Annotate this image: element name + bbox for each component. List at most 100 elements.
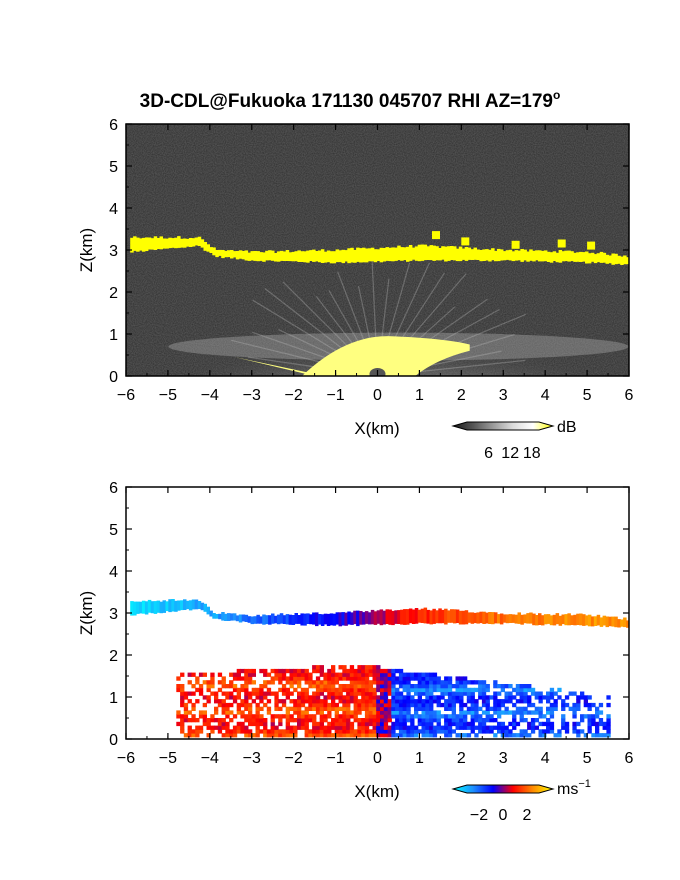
velocity-cell — [217, 702, 223, 708]
velocity-cell — [410, 729, 415, 734]
velocity-cell — [334, 710, 339, 715]
velocity-cell — [361, 718, 366, 723]
velocity-cell — [561, 725, 566, 730]
velocity-cell — [361, 680, 366, 685]
velocity-cell — [508, 684, 513, 689]
cloud-velocity-cell — [476, 612, 480, 624]
velocity-cell — [297, 695, 302, 700]
velocity-cell — [444, 680, 449, 685]
velocity-cell — [349, 687, 355, 693]
velocity-cell — [402, 725, 407, 730]
cloud-layer-cell — [444, 246, 448, 262]
cloud-layer-cell — [256, 251, 260, 262]
velocity-cell — [466, 706, 472, 711]
velocity-x-tick-label: −3 — [243, 750, 261, 767]
velocity-cell — [383, 687, 389, 693]
velocity-cell — [248, 718, 253, 723]
velocity-cell — [406, 687, 411, 693]
velocity-cell — [391, 725, 396, 730]
velocity-cell — [349, 680, 355, 685]
velocity-cell — [429, 672, 434, 677]
velocity-cell — [538, 729, 543, 734]
cloud-velocity-cell — [265, 615, 269, 625]
cloud-layer-cell — [558, 250, 563, 263]
cloud-velocity-cell — [532, 613, 536, 626]
velocity-cell — [327, 721, 332, 727]
cloud-velocity-cell — [444, 608, 448, 625]
velocity-cell — [364, 725, 370, 730]
velocity-x-tick-label: −1 — [326, 750, 344, 767]
velocity-cell — [327, 691, 332, 696]
velocity-cell — [470, 702, 475, 708]
velocity-cell — [221, 710, 226, 715]
cloud-layer-cell — [579, 251, 583, 262]
cloud-turret — [461, 237, 470, 246]
cloud-velocity-cell — [406, 609, 410, 625]
cloud-layer-cell — [458, 246, 463, 262]
velocity-cell — [447, 691, 453, 696]
velocity-cell — [232, 672, 238, 677]
velocity-cell — [417, 706, 422, 711]
velocity-cell — [274, 676, 279, 681]
velocity-cell — [278, 687, 283, 693]
velocity-cell — [266, 733, 272, 738]
cloud-layer-cell — [153, 236, 158, 250]
velocity-cell — [481, 695, 487, 700]
velocity-cell — [210, 672, 215, 677]
velocity-cell — [383, 721, 389, 727]
velocity-cell — [304, 680, 309, 685]
velocity-cell — [463, 687, 468, 693]
velocity-cell — [308, 695, 313, 700]
velocity-cell — [248, 721, 253, 727]
velocity-cell — [206, 725, 211, 730]
velocity-cell — [214, 695, 219, 700]
cloud-layer-cell — [265, 250, 269, 261]
velocity-cell — [534, 691, 539, 696]
velocity-cell — [402, 699, 407, 704]
velocity-cell — [459, 718, 464, 723]
velocity-cell — [587, 729, 592, 734]
velocity-cell — [361, 733, 366, 738]
cloud-layer-cell — [262, 252, 266, 262]
velocity-cell — [368, 718, 373, 723]
velocity-cell — [180, 729, 185, 734]
velocity-cell — [323, 725, 328, 730]
velocity-cell — [353, 695, 358, 700]
velocity-cell — [512, 695, 517, 700]
velocity-cell — [338, 687, 343, 693]
velocity-cell — [357, 676, 362, 681]
velocity-cell — [387, 725, 392, 730]
velocity-cell — [391, 706, 396, 711]
velocity-cell — [429, 729, 434, 734]
cloud-layer-cell — [511, 251, 516, 262]
velocity-cell — [587, 695, 592, 700]
velocity-cell — [444, 676, 449, 681]
cloud-velocity-cell — [332, 613, 337, 626]
velocity-cell — [542, 714, 547, 719]
velocity-cell — [266, 710, 272, 715]
velocity-cell — [421, 710, 426, 715]
cloud-layer-cell — [185, 238, 190, 247]
velocity-cell — [466, 733, 472, 738]
velocity-cell — [383, 725, 389, 730]
velocity-cell — [236, 702, 241, 708]
cloud-velocity-cell — [497, 614, 501, 624]
velocity-cell — [557, 729, 562, 734]
velocity-cell — [293, 687, 298, 693]
velocity-cell — [478, 680, 483, 685]
velocity-cell — [372, 714, 377, 719]
cloud-velocity-cell — [602, 615, 607, 626]
velocity-cell — [259, 714, 264, 719]
cloud-layer-cell — [561, 251, 565, 262]
cloud-velocity-cell — [447, 610, 451, 623]
velocity-cell — [425, 725, 430, 730]
velocity-cell — [493, 710, 498, 715]
cloud-layer-cell — [188, 238, 193, 247]
velocity-cell — [542, 733, 547, 738]
velocity-cell — [414, 684, 419, 689]
cloud-layer-cell — [165, 238, 169, 249]
velocity-cell — [410, 672, 415, 677]
velocity-cell — [436, 680, 441, 685]
backscatter-y-tick-label: 5 — [109, 159, 118, 176]
velocity-cell — [304, 695, 309, 700]
